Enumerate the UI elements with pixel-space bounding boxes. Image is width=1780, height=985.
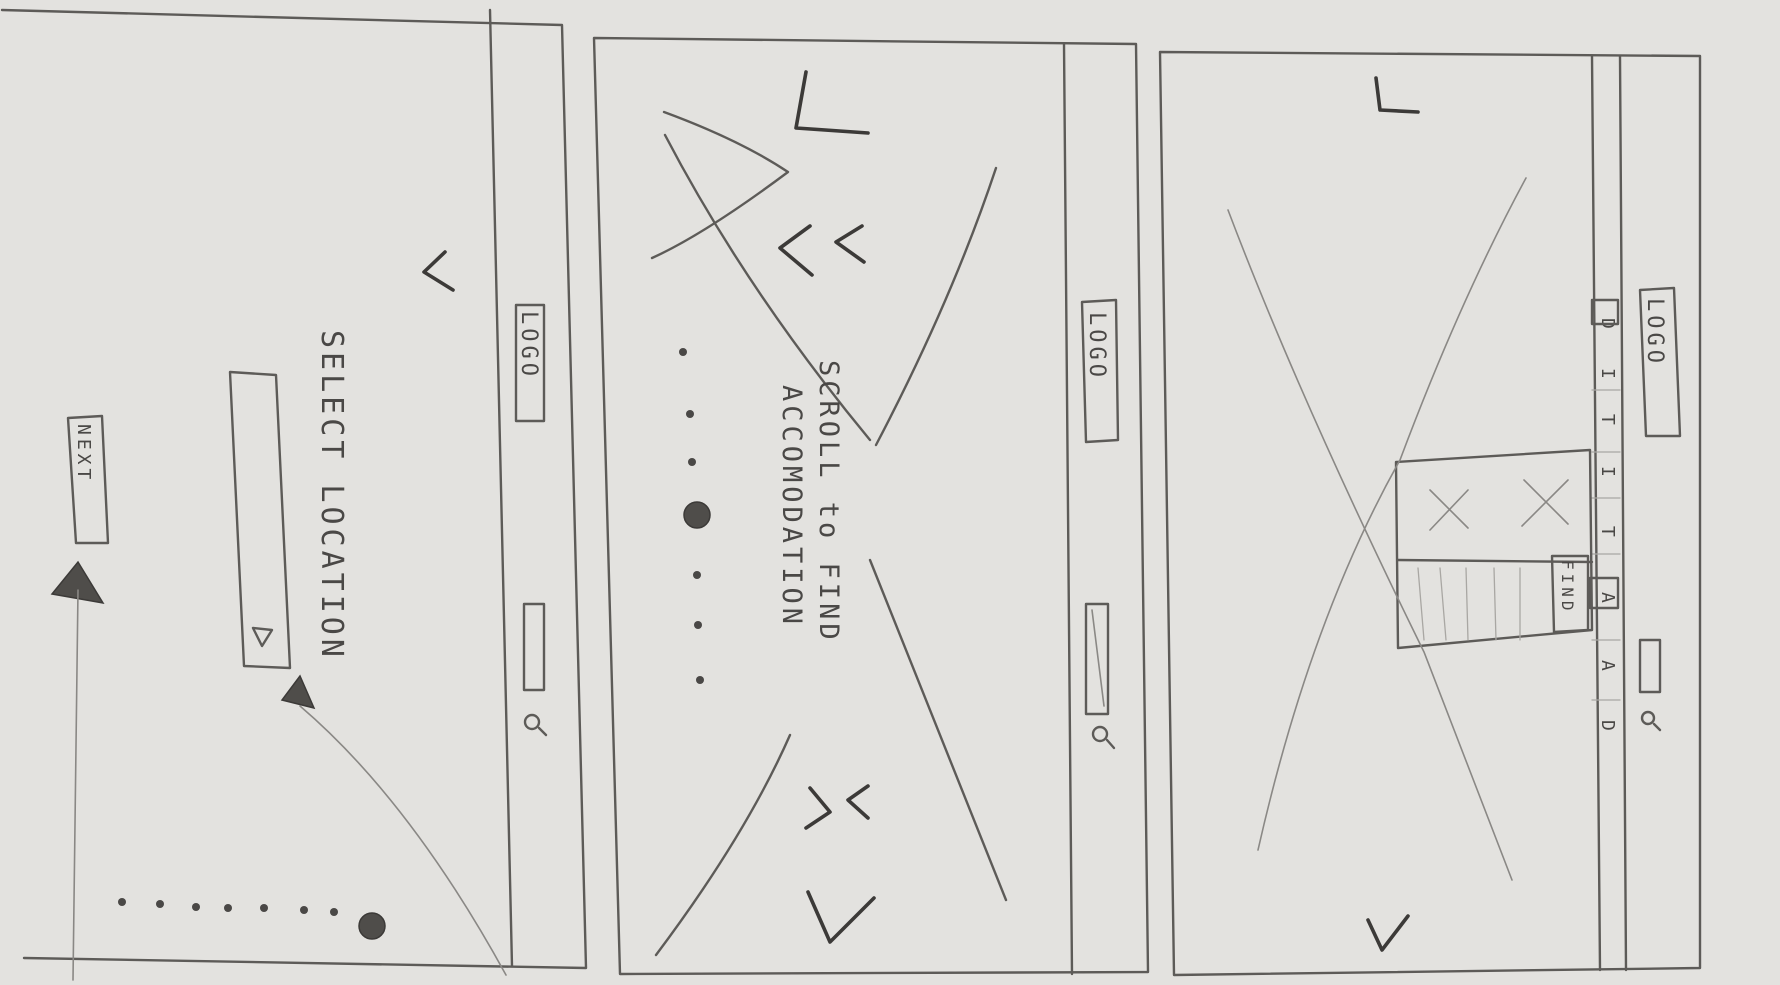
logo-box <box>514 303 546 423</box>
next-button-label: NEXT <box>73 424 94 483</box>
carousel-curve-lower <box>654 733 792 957</box>
carousel-x-line-upper <box>874 166 998 447</box>
dropdown-arrow-icon[interactable] <box>251 626 274 648</box>
page-indicator-dots <box>118 898 386 940</box>
down-chevron-icon[interactable] <box>1366 914 1410 952</box>
active-dot <box>358 912 386 940</box>
header-divider <box>1062 42 1074 976</box>
up-chevron-icon[interactable] <box>794 70 870 135</box>
list-lines <box>1417 567 1521 641</box>
find-button-label: FIND <box>1558 560 1577 615</box>
carousel-dots <box>679 348 711 684</box>
active-dot <box>683 501 711 529</box>
annotation-arrow <box>299 705 507 976</box>
logo-label: LOGO <box>1084 312 1109 381</box>
nav-tab[interactable]: D <box>1597 318 1618 333</box>
down-chevron-icon[interactable] <box>806 890 876 944</box>
instruction-line-2: ACCOMODATION <box>776 385 807 628</box>
nav-tab[interactable]: T <box>1597 526 1618 541</box>
double-chevron-icon[interactable] <box>778 224 814 277</box>
search-icon[interactable] <box>1640 710 1662 732</box>
sidebar-divider-outer <box>1590 54 1602 972</box>
double-chevron-icon[interactable] <box>846 784 870 820</box>
instruction-line-1: SCROLL to FIND <box>813 360 844 644</box>
nav-tab-marker <box>1590 298 1620 326</box>
up-chevron-icon[interactable] <box>1374 76 1420 114</box>
next-button[interactable] <box>66 414 110 545</box>
logo-box <box>1080 298 1120 444</box>
search-field[interactable] <box>522 602 546 692</box>
close-icon[interactable] <box>1521 479 1569 527</box>
nav-tab[interactable]: I <box>1597 466 1618 481</box>
vertical-nav-tabs: D I T I T A A D <box>1588 298 1621 735</box>
filter-panel <box>1394 448 1594 650</box>
double-chevron-icon[interactable] <box>804 786 832 830</box>
search-field[interactable] <box>1084 602 1110 716</box>
phone-frame <box>0 8 588 970</box>
nav-tab[interactable]: A <box>1597 660 1618 675</box>
location-dropdown[interactable] <box>228 370 292 670</box>
wireframe-select-location: LOGO SELECT LOCATION NEXT <box>0 8 588 981</box>
logo-label: LOGO <box>1642 298 1667 367</box>
nav-tab[interactable]: A <box>1597 592 1618 607</box>
wireframe-accommodation-detail: LOGO D I T I T A A D FIND <box>1158 50 1702 977</box>
carousel-curve-upper <box>663 133 872 442</box>
phone-frame <box>592 36 1150 976</box>
logo-box <box>1638 286 1682 438</box>
next-guide-line <box>72 589 79 981</box>
search-field-cursor <box>1091 609 1105 707</box>
filter-panel-divider <box>1396 558 1594 564</box>
phone-frame <box>1158 50 1702 977</box>
back-chevron-icon[interactable] <box>422 250 455 292</box>
search-field[interactable] <box>1638 638 1662 694</box>
wireframe-scroll-accommodation: LOGO SCROLL to FIND ACCOMODATION <box>592 36 1150 976</box>
header-divider <box>488 8 514 968</box>
find-button[interactable] <box>1550 554 1590 634</box>
sidebar-divider-inner <box>1618 54 1628 972</box>
image-placeholder-line <box>1257 177 1527 851</box>
nav-tab[interactable]: D <box>1597 720 1618 735</box>
logo-label: LOGO <box>516 311 541 380</box>
nav-tab[interactable]: T <box>1597 414 1618 429</box>
close-icon[interactable] <box>1429 489 1469 531</box>
nav-tab-selected <box>1588 576 1620 610</box>
pointer-cursor-icon <box>280 674 316 710</box>
carousel-x-line-lower <box>868 558 1008 902</box>
double-chevron-icon[interactable] <box>834 224 866 264</box>
select-location-heading: SELECT LOCATION <box>314 330 349 661</box>
nav-tab[interactable]: I <box>1597 368 1618 383</box>
search-icon[interactable] <box>1091 725 1116 750</box>
search-icon[interactable] <box>523 713 548 737</box>
image-placeholder-line <box>1227 209 1513 881</box>
ruled-curve-top <box>650 110 790 260</box>
